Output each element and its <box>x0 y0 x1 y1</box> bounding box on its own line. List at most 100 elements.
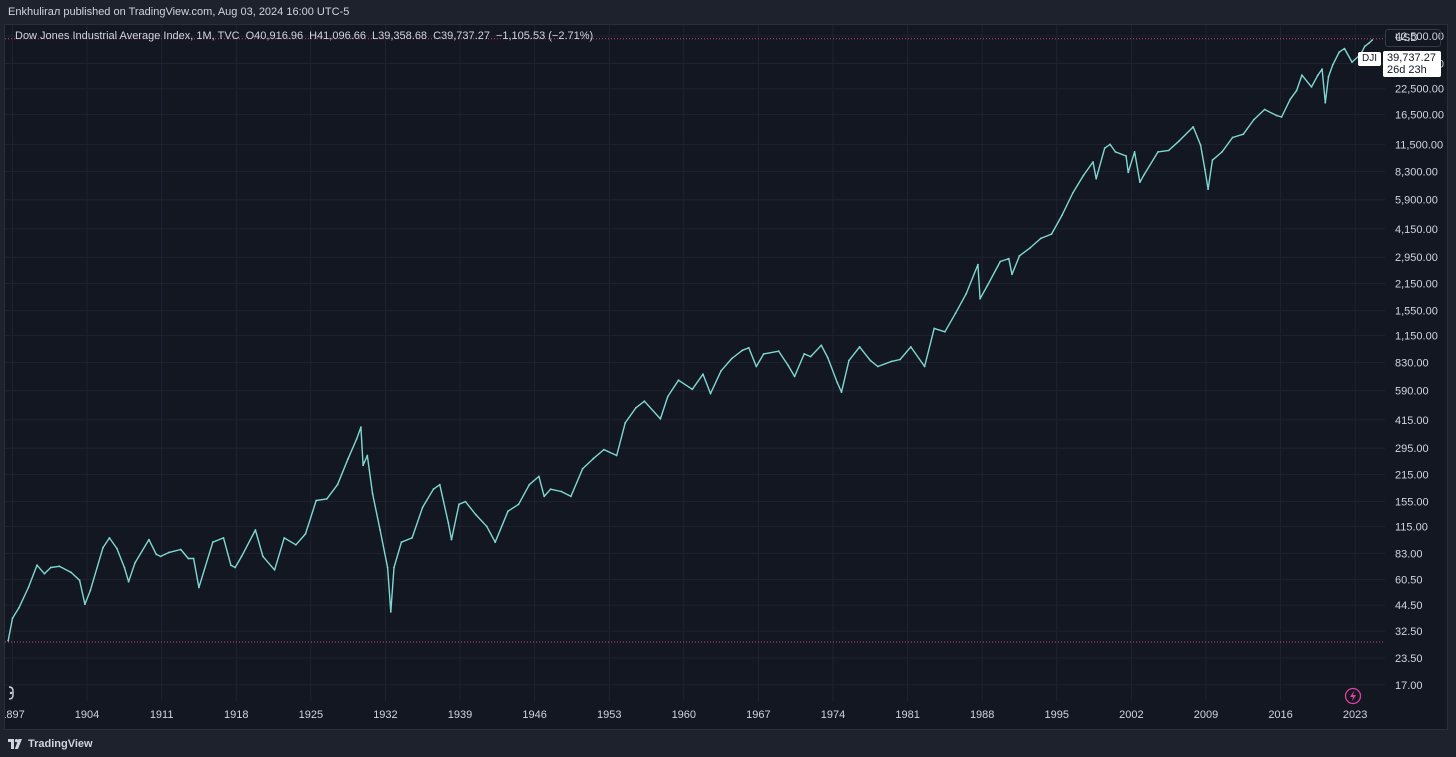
data-point <box>18 607 20 609</box>
data-point <box>355 438 358 440</box>
y-tick-label: 60.50 <box>1395 575 1423 587</box>
data-point <box>168 551 171 554</box>
data-point <box>379 529 381 531</box>
data-point <box>1204 168 1206 171</box>
data-point <box>304 533 307 535</box>
data-point <box>1178 139 1181 142</box>
data-point <box>1317 74 1319 76</box>
data-point <box>273 569 276 571</box>
price-chart[interactable]: 1897 1904 1911 1918 1925 1932 1939 1946 1953 1960… <box>5 25 1449 731</box>
data-point <box>347 457 349 460</box>
last-price-value: 39,737.27 <box>1387 52 1436 64</box>
y-tick-label: 22,500.00 <box>1395 84 1444 96</box>
data-point <box>1321 68 1323 70</box>
brand[interactable]: TradingView <box>8 738 93 750</box>
data-point <box>869 359 872 362</box>
data-point <box>1114 151 1117 153</box>
data-point <box>134 562 136 564</box>
data-point <box>659 418 662 420</box>
data-point <box>262 555 264 558</box>
data-point <box>450 538 453 541</box>
y-tick-label: 5,900.00 <box>1395 195 1438 207</box>
data-point <box>1199 144 1202 146</box>
data-point <box>155 553 158 556</box>
data-point <box>643 400 646 403</box>
y-tick-label: 11,500.00 <box>1395 139 1443 151</box>
data-point <box>458 503 460 506</box>
data-point <box>475 514 477 516</box>
data-point <box>1338 51 1341 53</box>
x-tick-label: 1897 <box>5 709 25 721</box>
data-point <box>691 388 694 391</box>
data-point <box>507 510 509 513</box>
data-point <box>494 541 497 544</box>
lightning-icon[interactable] <box>1344 687 1362 705</box>
y-tick-label: 4,150.00 <box>1395 224 1438 236</box>
data-point <box>615 454 618 457</box>
y-tick-label: 23.50 <box>1395 653 1423 665</box>
data-point <box>179 548 182 551</box>
data-point <box>1351 61 1353 63</box>
data-point <box>923 365 926 368</box>
x-tick-label: 1932 <box>373 709 397 721</box>
data-point <box>389 611 392 613</box>
data-point <box>49 566 52 569</box>
data-point <box>840 391 843 393</box>
data-point <box>1133 151 1136 153</box>
x-tick-label: 2002 <box>1119 709 1143 721</box>
data-point <box>1029 247 1031 249</box>
data-point <box>755 365 758 368</box>
data-point <box>965 292 968 295</box>
y-tick-label: 44.50 <box>1395 600 1423 612</box>
data-point <box>1125 155 1127 157</box>
data-point <box>1039 237 1042 240</box>
data-point <box>944 330 946 333</box>
data-point <box>977 263 979 266</box>
data-point <box>635 406 637 409</box>
data-point <box>336 483 339 486</box>
data-point <box>762 353 765 355</box>
x-tick-label: 1911 <box>150 709 174 721</box>
data-point <box>890 360 893 363</box>
data-point <box>438 483 441 486</box>
data-point <box>211 541 214 544</box>
price-line <box>7 39 1373 641</box>
x-tick-label: 1925 <box>299 709 323 721</box>
data-point <box>371 493 374 495</box>
top-bar: Enkhulirал published on TradingView.com,… <box>0 0 1456 24</box>
currency-selector[interactable]: USD <box>1385 29 1441 47</box>
data-point <box>592 457 595 460</box>
y-tick-label: 215.00 <box>1395 469 1429 481</box>
data-point <box>1018 254 1021 257</box>
data-point <box>1095 177 1098 180</box>
data-point <box>36 564 38 567</box>
data-point <box>411 537 413 539</box>
data-point <box>820 344 823 347</box>
chart-pane[interactable]: 1897 1904 1911 1918 1925 1932 1939 1946 1953 1960… <box>4 24 1448 730</box>
y-tick-label: 115.00 <box>1395 521 1428 533</box>
data-point <box>809 355 812 358</box>
bracket-marker-icon[interactable] <box>7 686 15 700</box>
data-point <box>421 506 424 508</box>
data-point <box>360 426 362 429</box>
data-point <box>543 495 546 498</box>
data-point <box>787 364 790 367</box>
y-tick-label: 83.00 <box>1395 548 1423 560</box>
last-price-label: 39,737.27 26d 23h <box>1383 51 1441 77</box>
published-info: Enkhulirал published on TradingView.com,… <box>8 6 350 18</box>
data-point <box>1071 192 1074 194</box>
data-point <box>1253 118 1255 121</box>
data-point <box>1275 114 1278 117</box>
y-tick-label: 155.00 <box>1395 497 1429 509</box>
data-point <box>528 483 531 486</box>
data-point <box>7 639 10 642</box>
y-tick-label: 42,500.00 <box>1395 31 1444 43</box>
data-point <box>234 566 237 569</box>
data-point <box>1327 75 1330 78</box>
legend-high: H41,096.66 <box>309 30 366 42</box>
data-point <box>1368 42 1370 44</box>
y-tick-label: 590.00 <box>1395 386 1429 398</box>
y-tick-label: 830.00 <box>1395 357 1429 369</box>
data-point <box>1157 151 1159 153</box>
chart-legend[interactable]: Dow Jones Industrial Average Index, 1M, … <box>15 30 599 42</box>
